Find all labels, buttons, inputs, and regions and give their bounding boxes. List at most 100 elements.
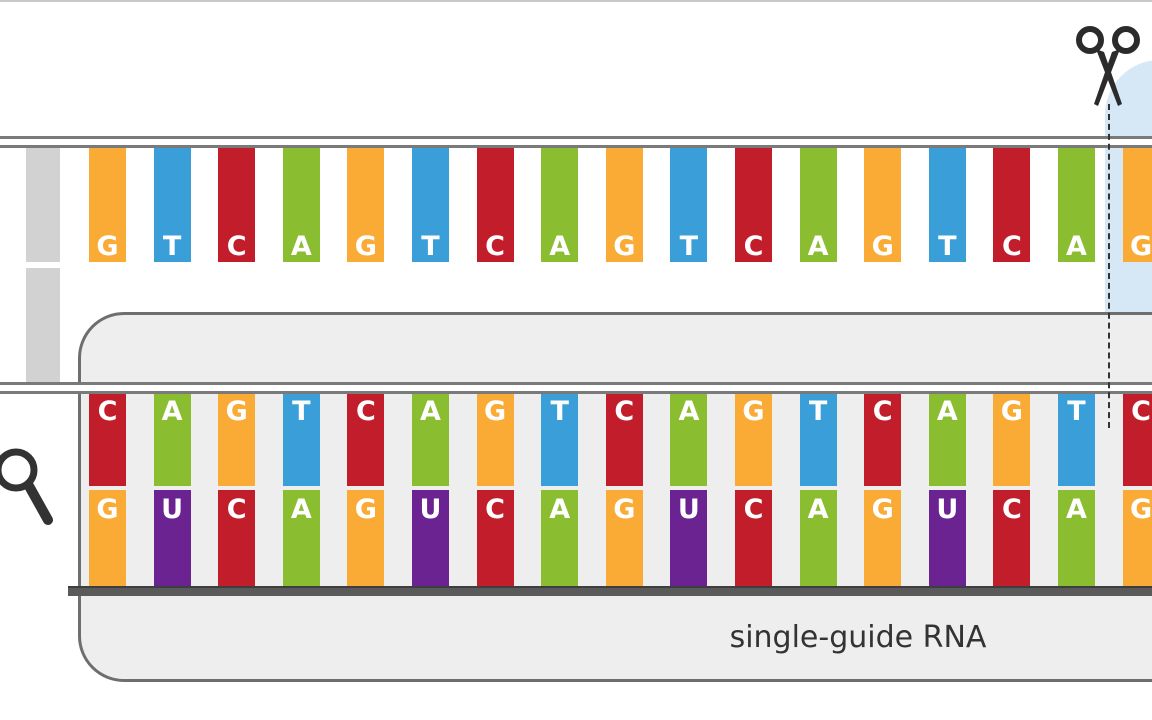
rna-base-12: G bbox=[864, 490, 902, 586]
rna-base-letter: U bbox=[936, 494, 959, 525]
magnifier-icon bbox=[0, 448, 53, 525]
rna-base-letter: G bbox=[871, 494, 894, 525]
dna-bottom-base-1: A bbox=[153, 392, 191, 486]
dna-top-base-4: G bbox=[347, 148, 385, 262]
dna-bottom-base-0: C bbox=[89, 392, 126, 486]
dna-bottom-base-letter: G bbox=[484, 396, 507, 427]
dna-top-base-letter: T bbox=[162, 231, 182, 262]
cut-site-line bbox=[1108, 104, 1110, 428]
dna-top-base-letter: G bbox=[1130, 231, 1152, 262]
dna-top-base-letter: A bbox=[1066, 231, 1087, 262]
dna-bottom-base-letter: G bbox=[1000, 396, 1023, 427]
dna-bottom-base-9: A bbox=[670, 392, 708, 486]
dna-top-base-1: T bbox=[153, 148, 191, 262]
strand-end-post-upper bbox=[26, 148, 60, 262]
dna-bottom-base-letter: A bbox=[678, 396, 700, 427]
rna-base-letter: G bbox=[96, 494, 119, 525]
dna-top-base-8: G bbox=[605, 148, 643, 262]
rna-base-1: U bbox=[153, 490, 191, 586]
dna-bottom-base-letter: G bbox=[742, 396, 765, 427]
dna-top-base-10: C bbox=[735, 148, 772, 262]
dna-top-base-letter: G bbox=[354, 231, 377, 262]
dna-top-base-letter: A bbox=[290, 231, 312, 262]
rna-base-2: C bbox=[218, 490, 256, 586]
dna-top-base-letter: C bbox=[226, 231, 247, 262]
rna-base-14: C bbox=[993, 490, 1031, 586]
dna-top-base-letter: C bbox=[485, 231, 505, 262]
dna-bottom-base-letter: A bbox=[936, 396, 958, 427]
rna-base-15: A bbox=[1058, 490, 1095, 586]
dna-top-base-letter: G bbox=[96, 231, 119, 262]
dna-top-base-letter: T bbox=[938, 231, 957, 262]
rna-base-7: A bbox=[541, 490, 579, 586]
rna-base-letter: U bbox=[677, 494, 700, 525]
rna-base-9: U bbox=[670, 490, 708, 586]
rna-base-10: C bbox=[735, 490, 772, 586]
dna-top-base-letter: C bbox=[743, 231, 764, 262]
rna-base-letter: C bbox=[743, 494, 764, 525]
rna-base-letter: G bbox=[1130, 494, 1152, 525]
dna-bottom-base-4: C bbox=[347, 392, 385, 486]
dna-bottom-base-6: G bbox=[476, 392, 514, 486]
dna-top-base-15: A bbox=[1058, 148, 1095, 262]
rna-base-letter: C bbox=[485, 494, 505, 525]
dna-top-base-12: G bbox=[864, 148, 902, 262]
rna-base-5: U bbox=[412, 490, 449, 586]
dna-top-base-11: A bbox=[799, 148, 837, 262]
dna-bottom-base-letter: T bbox=[808, 396, 828, 427]
dna-top-base-3: A bbox=[282, 148, 320, 262]
rna-base-letter: U bbox=[161, 494, 184, 525]
dna-bottom-base-2: G bbox=[218, 392, 256, 486]
rna-backbone bbox=[68, 586, 1152, 596]
guide-rna-caption: single-guide RNA bbox=[729, 620, 987, 655]
strand-end-post-lower bbox=[26, 268, 60, 382]
dna-top-base-6: C bbox=[476, 148, 514, 262]
dna-top-base-letter: A bbox=[549, 231, 571, 262]
dna-bottom-base-3: T bbox=[282, 392, 320, 486]
dna-top-base-0: G bbox=[89, 148, 126, 262]
dna-top-base-16: G bbox=[1122, 148, 1152, 262]
dna-bottom-base-letter: A bbox=[161, 396, 183, 427]
dna-top-base-letter: C bbox=[1001, 231, 1022, 262]
dna-top-base-letter: G bbox=[613, 231, 636, 262]
rna-base-letter: A bbox=[807, 494, 829, 525]
rna-base-6: C bbox=[476, 490, 514, 586]
dna-top-base-letter: T bbox=[421, 231, 440, 262]
rna-base-letter: C bbox=[1001, 494, 1022, 525]
dna-bottom-base-14: G bbox=[993, 392, 1031, 486]
dna-top-base-13: T bbox=[928, 148, 966, 262]
dna-bottom-base-10: G bbox=[735, 392, 772, 486]
dna-top-backbone bbox=[0, 136, 1152, 148]
rna-base-letter: A bbox=[549, 494, 571, 525]
dna-top-base-9: T bbox=[670, 148, 708, 262]
dna-bottom-backbone bbox=[0, 382, 1152, 394]
rna-base-13: U bbox=[928, 490, 966, 586]
dna-bottom-base-15: T bbox=[1058, 392, 1095, 486]
dna-bottom-base-letter: A bbox=[420, 396, 441, 427]
dna-bottom-base-13: A bbox=[928, 392, 966, 486]
dna-bottom-base-11: T bbox=[799, 392, 837, 486]
dna-top-base-2: C bbox=[218, 148, 256, 262]
dna-bottom-base-7: T bbox=[541, 392, 579, 486]
dna-bottom-base-16: C bbox=[1122, 392, 1152, 486]
rna-base-letter: C bbox=[226, 494, 247, 525]
rna-base-0: G bbox=[89, 490, 126, 586]
rna-base-16: G bbox=[1122, 490, 1152, 586]
rna-base-11: A bbox=[799, 490, 837, 586]
dna-bottom-base-letter: C bbox=[355, 396, 376, 427]
rna-base-4: G bbox=[347, 490, 385, 586]
dna-bottom-base-letter: T bbox=[1067, 396, 1086, 427]
dna-bottom-base-5: A bbox=[412, 392, 449, 486]
rna-base-3: A bbox=[282, 490, 320, 586]
dna-bottom-base-letter: C bbox=[614, 396, 635, 427]
rna-base-letter: G bbox=[354, 494, 377, 525]
dna-bottom-base-letter: G bbox=[225, 396, 248, 427]
scissors-icon bbox=[1076, 26, 1140, 106]
rna-base-8: G bbox=[605, 490, 643, 586]
dna-bottom-base-letter: C bbox=[872, 396, 893, 427]
dna-bottom-base-letter: C bbox=[1131, 396, 1151, 427]
dna-bottom-base-letter: C bbox=[97, 396, 118, 427]
dna-top-base-letter: T bbox=[679, 231, 699, 262]
top-divider bbox=[0, 0, 1152, 2]
